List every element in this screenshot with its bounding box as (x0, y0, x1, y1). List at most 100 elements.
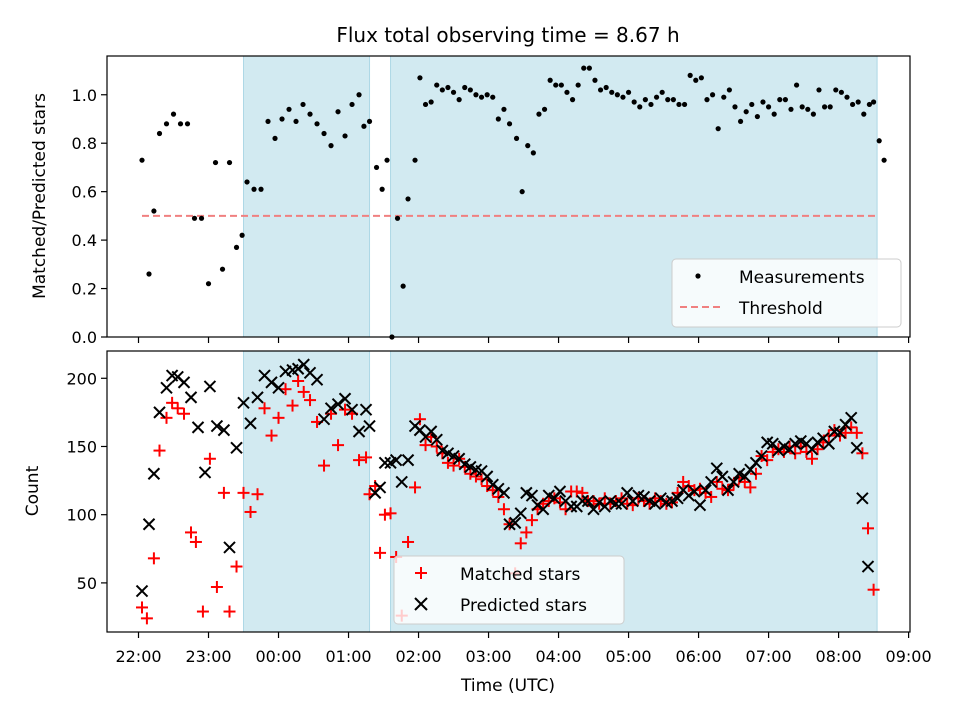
measurement-point (417, 75, 423, 81)
measurement-point (379, 186, 385, 192)
matched-point (178, 407, 191, 420)
bottom-panel: 50 100 150 200 22:00 23:00 00:00 01:00 02:00 03:… (23, 350, 932, 696)
measurement-point (335, 109, 341, 115)
predicted-point (514, 507, 527, 520)
measurement-point (473, 92, 479, 98)
measurement-point (384, 157, 390, 163)
matched-point (430, 440, 443, 453)
measurement-point (293, 118, 299, 125)
measurement-point (805, 106, 811, 112)
measurement-point (855, 99, 861, 105)
measurement-point (844, 94, 850, 100)
x-tick-label: 00:00 (255, 647, 301, 666)
measurement-point (876, 138, 882, 144)
measurement-point (219, 266, 226, 272)
measurement-point (569, 97, 576, 103)
matched-point (223, 605, 236, 618)
measurement-point (342, 133, 348, 139)
top-panel: 0.0 0.2 0.4 0.6 0.8 1.0 Matched/Predicted sta… (30, 55, 911, 347)
matched-point (413, 413, 426, 426)
predicted-point (536, 503, 550, 516)
matched-point (850, 426, 863, 439)
measurement-point (349, 101, 355, 108)
predicted-point (272, 381, 285, 395)
predicted-point (184, 391, 198, 404)
predicted-point (497, 486, 511, 500)
measurement-point (373, 164, 380, 171)
legend-predicted-marker (414, 597, 428, 611)
predicted-point (755, 449, 768, 463)
measurement-point (139, 157, 145, 163)
matched-point (705, 490, 718, 503)
predicted-point (620, 486, 634, 500)
measurement-point (881, 157, 887, 163)
measurement-point (597, 87, 604, 93)
matched-point (140, 612, 153, 625)
matched-point (325, 407, 338, 420)
predicted-point (359, 403, 373, 416)
matched-point (492, 490, 505, 503)
measurement-point (581, 65, 587, 71)
predicted-point (772, 444, 785, 457)
measurement-point (810, 111, 816, 117)
matched-point (441, 456, 454, 469)
predicted-point (553, 485, 567, 498)
measurement-point (821, 104, 828, 110)
matched-point (258, 402, 271, 415)
y-tick-label: 0.8 (72, 134, 97, 153)
measurement-point (564, 89, 570, 95)
x-tick-label: 05:00 (606, 647, 652, 666)
matched-point (304, 394, 317, 407)
matched-point (147, 552, 160, 565)
top-points (139, 65, 887, 340)
matched-point (514, 537, 527, 550)
matched-point (378, 508, 391, 521)
matched-point (867, 583, 880, 596)
measurement-point (265, 118, 271, 125)
measurement-point (833, 87, 839, 93)
measurement-point (765, 104, 772, 110)
measurement-point (300, 101, 306, 108)
measurement-point (501, 106, 507, 112)
measurement-point (698, 75, 704, 81)
predicted-point (147, 467, 161, 480)
matched-point (189, 535, 202, 548)
measurement-point (212, 159, 219, 166)
matched-point (244, 505, 257, 518)
matched-point (525, 514, 538, 527)
measurement-point (151, 208, 157, 214)
measurement-point (760, 99, 766, 105)
predicted-point (682, 489, 695, 502)
measurement-point (676, 101, 682, 108)
measurement-point (525, 143, 531, 149)
measurement-point (754, 113, 760, 120)
measurement-point (251, 186, 257, 192)
measurement-point (665, 97, 671, 103)
predicted-point (531, 498, 544, 512)
measurement-point (715, 126, 721, 132)
measurement-point (799, 104, 805, 110)
predicted-point (486, 478, 499, 491)
measurement-point (478, 94, 485, 100)
measurement-point (592, 77, 598, 83)
measurement-point (467, 87, 473, 93)
top-legend: Measurements Threshold (671, 258, 902, 328)
measurement-point (575, 82, 581, 88)
measurement-point (793, 82, 800, 88)
measurement-point (272, 135, 278, 141)
measurement-point (866, 101, 872, 108)
predicted-point (338, 392, 352, 405)
predicted-point (856, 492, 869, 505)
matched-point (251, 488, 264, 501)
predicted-point (721, 483, 735, 497)
shaded-band (243, 55, 371, 338)
measurement-point (239, 232, 245, 238)
matched-point (272, 411, 285, 424)
matched-point (171, 402, 184, 415)
predicted-point (508, 516, 522, 530)
x-tick-label: 01:00 (325, 647, 371, 666)
predicted-point (210, 419, 224, 433)
x-tick-label: 03:00 (465, 647, 511, 666)
measurement-point (827, 104, 833, 110)
predicted-point (153, 406, 166, 419)
